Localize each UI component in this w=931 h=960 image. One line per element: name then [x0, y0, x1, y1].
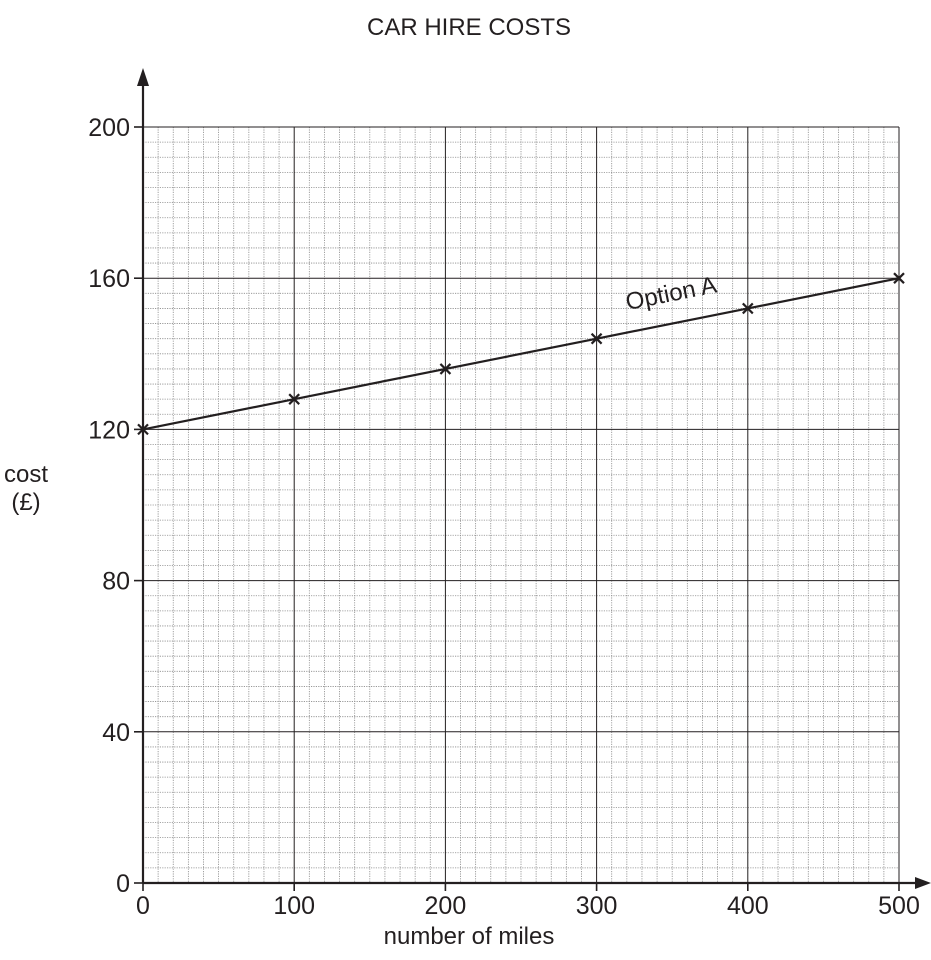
- y-tick-label: 200: [88, 114, 130, 142]
- y-tick-label: 40: [102, 719, 130, 747]
- data-point-marker: [137, 423, 149, 436]
- tick-labels: 0 100 200 300 400 500 0 40 80 120 160 200: [88, 114, 920, 920]
- marker-stroke: [893, 272, 905, 284]
- x-axis-label: number of miles: [384, 923, 555, 950]
- marker-stroke: [137, 423, 149, 436]
- data-point-marker: [893, 272, 905, 284]
- y-axis-label-line-2: (£): [11, 489, 40, 516]
- data-point-marker: [439, 363, 452, 375]
- marker-stroke: [439, 363, 452, 375]
- x-tick-label: 0: [136, 892, 150, 920]
- series-line-option-a: [142, 277, 900, 431]
- y-tick-label: 120: [88, 416, 130, 444]
- minor-grid: [143, 127, 899, 883]
- series-layer: [137, 272, 905, 436]
- chart-title: CAR HIRE COSTS: [367, 14, 571, 41]
- x-tick-label: 200: [425, 892, 467, 920]
- data-point-marker: [742, 302, 754, 315]
- x-tick-label: 400: [727, 892, 769, 920]
- data-point-marker: [590, 332, 603, 345]
- y-tick-label: 160: [88, 265, 130, 293]
- marker-stroke: [742, 302, 754, 315]
- marker-stroke: [288, 393, 300, 405]
- x-tick-label: 100: [273, 892, 315, 920]
- y-tick-label: 80: [102, 568, 130, 596]
- x-axis-arrow: [915, 877, 931, 889]
- y-axis-arrow: [137, 68, 149, 86]
- x-tick-label: 500: [878, 892, 920, 920]
- data-point-marker: [288, 393, 300, 405]
- y-axis-label-line-1: cost: [4, 461, 48, 488]
- x-tick-label: 300: [576, 892, 618, 920]
- y-tick-label: 0: [116, 870, 130, 898]
- axes: [137, 68, 931, 889]
- marker-stroke: [590, 332, 603, 345]
- major-grid: [143, 126, 900, 883]
